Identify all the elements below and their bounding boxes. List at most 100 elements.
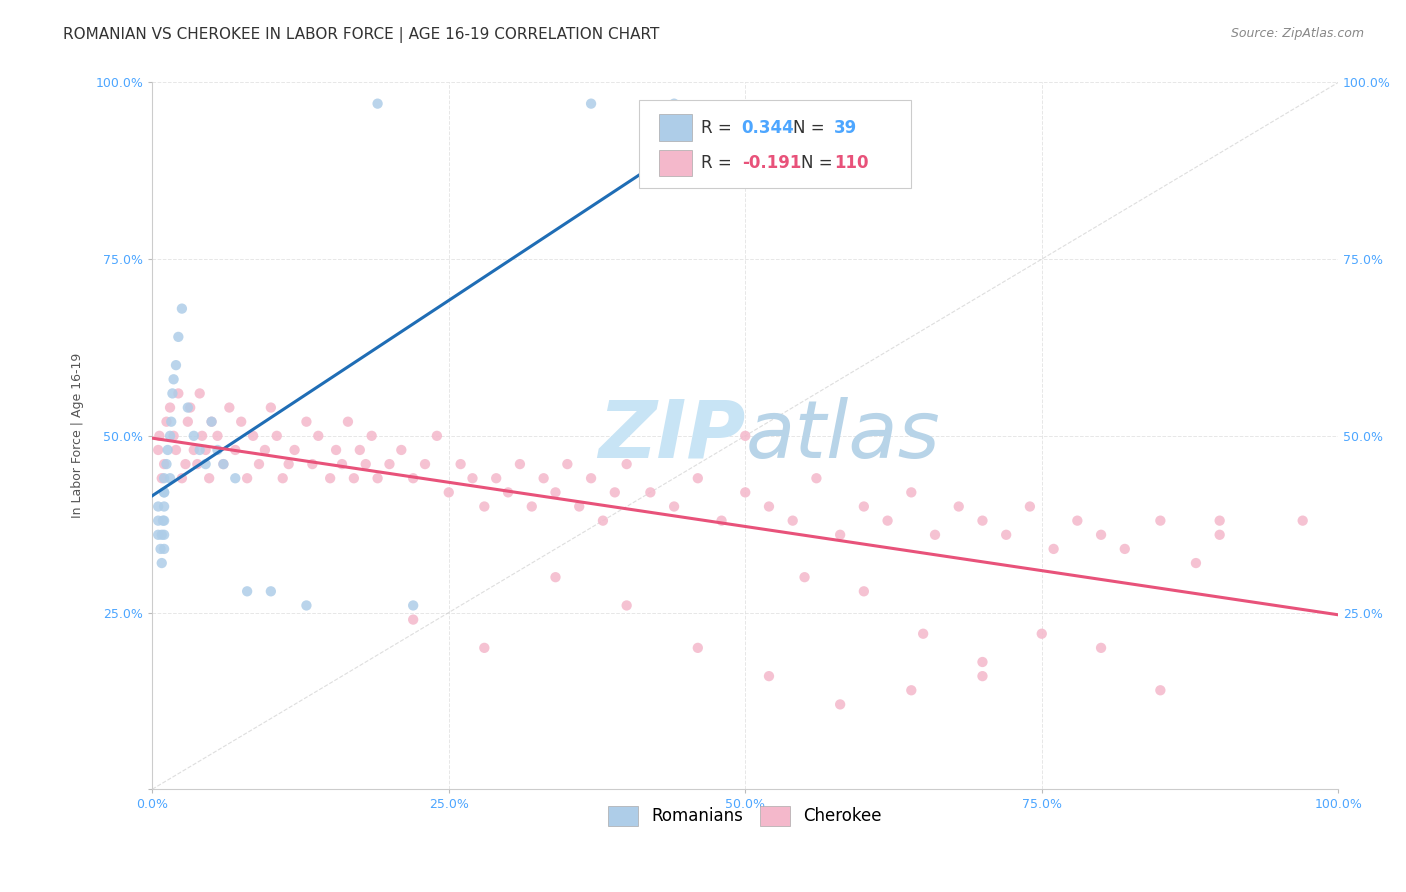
Cherokee: [191, 429, 214, 443]
Text: 0.344: 0.344: [742, 119, 794, 136]
Cherokee: [557, 457, 579, 471]
Romanians: [162, 386, 184, 401]
Cherokee: [579, 471, 602, 485]
Cherokee: [686, 471, 709, 485]
Cherokee: [900, 683, 922, 698]
Cherokee: [995, 528, 1018, 542]
Romanians: [153, 500, 176, 514]
Cherokee: [367, 471, 389, 485]
Romanians: [159, 429, 181, 443]
Cherokee: [496, 485, 519, 500]
Cherokee: [165, 442, 187, 457]
Cherokee: [472, 640, 495, 655]
Cherokee: [200, 415, 222, 429]
Cherokee: [186, 457, 208, 471]
Cherokee: [948, 500, 970, 514]
Cherokee: [616, 457, 638, 471]
Romanians: [165, 358, 187, 372]
Cherokee: [301, 457, 323, 471]
Cherokee: [349, 442, 371, 457]
Cherokee: [734, 485, 756, 500]
Cherokee: [1031, 626, 1053, 640]
Cherokee: [924, 528, 946, 542]
Cherokee: [330, 457, 353, 471]
Cherokee: [830, 698, 852, 712]
Romanians: [194, 457, 217, 471]
Cherokee: [159, 401, 181, 415]
Cherokee: [616, 599, 638, 613]
Cherokee: [1019, 500, 1042, 514]
Cherokee: [174, 457, 197, 471]
Romanians: [170, 301, 193, 316]
Cherokee: [806, 471, 828, 485]
Cherokee: [876, 514, 898, 528]
Romanians: [224, 471, 246, 485]
Y-axis label: In Labor Force | Age 16-19: In Labor Force | Age 16-19: [72, 353, 84, 518]
Cherokee: [188, 386, 211, 401]
Cherokee: [533, 471, 555, 485]
Cherokee: [148, 442, 170, 457]
Cherokee: [266, 429, 288, 443]
Cherokee: [1114, 541, 1136, 556]
Romanians: [207, 442, 229, 457]
FancyBboxPatch shape: [638, 100, 911, 188]
Romanians: [188, 442, 211, 457]
Cherokee: [544, 485, 567, 500]
Cherokee: [167, 386, 190, 401]
Romanians: [160, 415, 183, 429]
Text: 39: 39: [834, 119, 858, 136]
Cherokee: [437, 485, 460, 500]
Cherokee: [1185, 556, 1208, 570]
Cherokee: [336, 415, 359, 429]
Cherokee: [360, 429, 382, 443]
Legend: Romanians, Cherokee: Romanians, Cherokee: [600, 798, 890, 834]
Romanians: [295, 599, 318, 613]
Cherokee: [354, 457, 377, 471]
Romanians: [579, 96, 602, 111]
Romanians: [167, 330, 190, 344]
Romanians: [152, 514, 174, 528]
Cherokee: [972, 655, 994, 669]
Text: -0.191: -0.191: [742, 154, 801, 172]
Romanians: [260, 584, 283, 599]
Cherokee: [148, 429, 170, 443]
FancyBboxPatch shape: [658, 150, 692, 177]
Cherokee: [402, 613, 425, 627]
Cherokee: [758, 500, 780, 514]
Romanians: [153, 528, 176, 542]
Cherokee: [198, 471, 221, 485]
Cherokee: [1149, 683, 1171, 698]
Cherokee: [155, 415, 177, 429]
Cherokee: [413, 457, 436, 471]
Cherokee: [224, 442, 246, 457]
Cherokee: [236, 471, 259, 485]
Cherokee: [544, 570, 567, 584]
Cherokee: [319, 471, 342, 485]
Cherokee: [1208, 514, 1230, 528]
Cherokee: [194, 442, 217, 457]
Cherokee: [253, 442, 276, 457]
Cherokee: [1292, 514, 1315, 528]
Romanians: [159, 471, 181, 485]
Text: N =: N =: [793, 119, 830, 136]
Cherokee: [271, 471, 294, 485]
Romanians: [148, 528, 170, 542]
Cherokee: [1149, 514, 1171, 528]
Romanians: [183, 429, 205, 443]
Cherokee: [284, 442, 307, 457]
Text: atlas: atlas: [745, 397, 941, 475]
Cherokee: [277, 457, 299, 471]
Cherokee: [972, 669, 994, 683]
Romanians: [149, 541, 172, 556]
Cherokee: [1090, 640, 1112, 655]
Cherokee: [461, 471, 484, 485]
Cherokee: [307, 429, 329, 443]
Text: N =: N =: [801, 154, 838, 172]
Cherokee: [177, 415, 200, 429]
Cherokee: [1208, 528, 1230, 542]
Cherokee: [793, 570, 815, 584]
Romanians: [148, 514, 170, 528]
Cherokee: [1066, 514, 1088, 528]
Cherokee: [378, 457, 401, 471]
Cherokee: [170, 471, 193, 485]
